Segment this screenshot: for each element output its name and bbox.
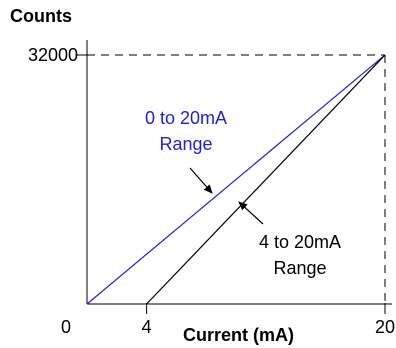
annotation-label: 4 to 20mA [259,232,341,252]
x-tick-label: 20 [375,317,395,337]
x-axis-title: Current (mA) [183,325,294,345]
annotation-label: 0 to 20mA [145,108,227,128]
annotation-arrow [189,167,213,194]
annotation-label: Range [273,258,326,278]
series-layer [86,54,386,305]
y-tick-label: 32000 [28,45,78,65]
x-tick-label: 4 [142,317,152,337]
y-axis-title: Counts [10,6,72,26]
series-line-1 [146,54,386,305]
series-line-0 [86,54,386,305]
annotation-arrow [238,201,264,225]
annotation-layer: 0 to 20mA Range 4 to 20mA Range [145,108,341,278]
tick-layer: 0 4 20 32000 [28,45,395,337]
x-tick-label: 0 [61,317,71,337]
annotation-label: Range [159,134,212,154]
